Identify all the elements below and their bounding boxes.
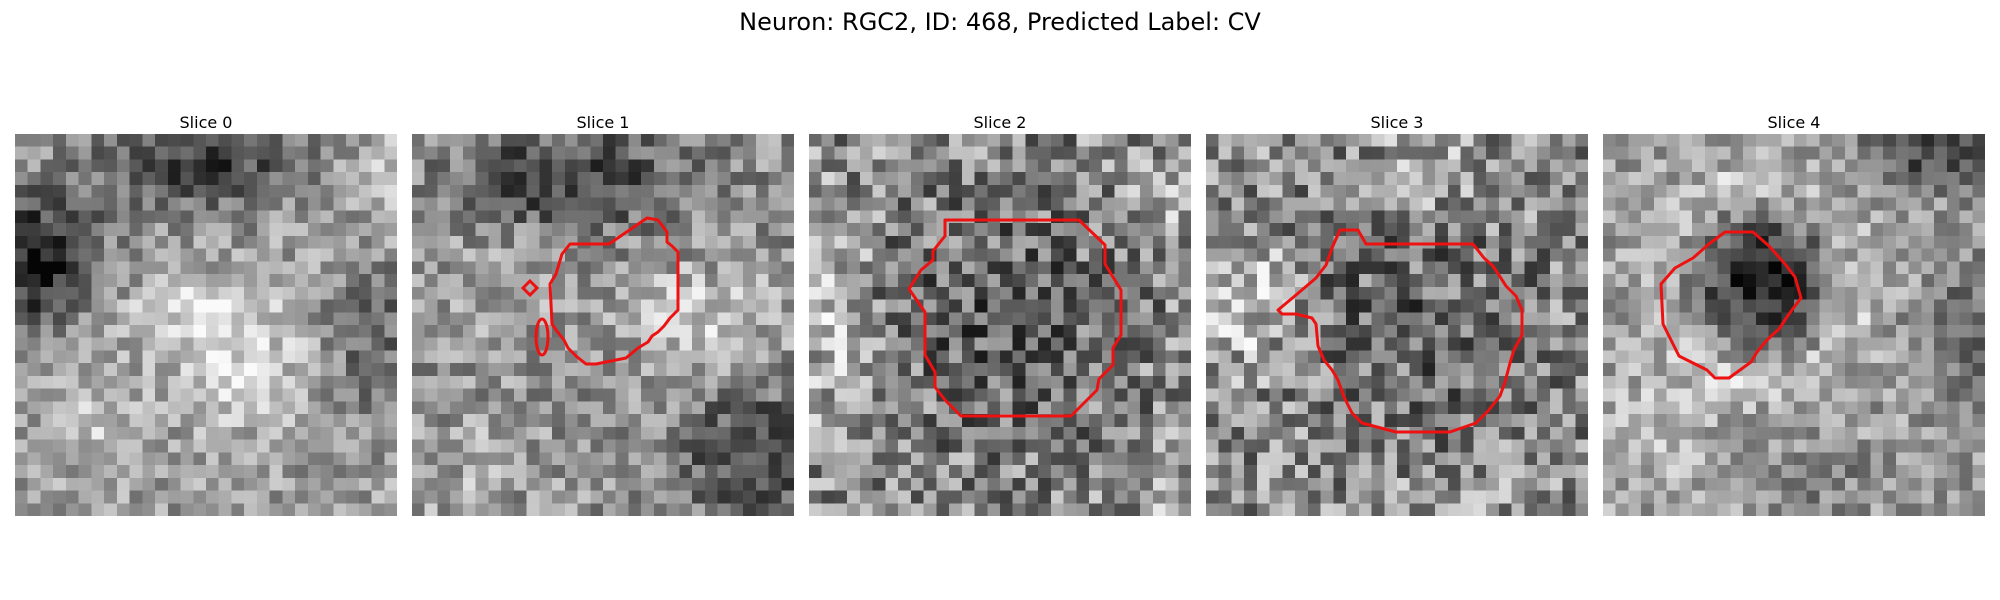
slice-image [1603,134,1985,516]
figure-title: Neuron: RGC2, ID: 468, Predicted Label: … [739,8,1261,36]
segmentation-contour [1659,230,1803,380]
slice-panel-0: Slice 0 [15,113,397,516]
grayscale-pixels [15,134,397,516]
segmentation-contour [907,218,1123,418]
slice-title: Slice 3 [1370,113,1424,132]
grayscale-pixels [1206,134,1588,516]
slice-image [809,134,1191,516]
slice-title: Slice 2 [973,113,1027,132]
slice-panel-1: Slice 1 [412,113,794,516]
segmentation-contour [548,216,680,366]
grayscale-pixels [809,134,1191,516]
slice-title: Slice 0 [179,113,233,132]
grayscale-pixels [1603,134,1985,516]
slice-title: Slice 4 [1767,113,1821,132]
slice-image [1206,134,1588,516]
slice-panel-4: Slice 4 [1603,113,1985,516]
segmentation-contour [1276,228,1524,434]
grayscale-pixels [412,134,794,516]
segmentation-contour-fragment [520,278,540,298]
slice-panel-2: Slice 2 [809,113,1191,516]
segmentation-contour-fragment [534,317,550,357]
slice-title: Slice 1 [576,113,630,132]
slice-image [412,134,794,516]
slice-image [15,134,397,516]
slice-panel-3: Slice 3 [1206,113,1588,516]
